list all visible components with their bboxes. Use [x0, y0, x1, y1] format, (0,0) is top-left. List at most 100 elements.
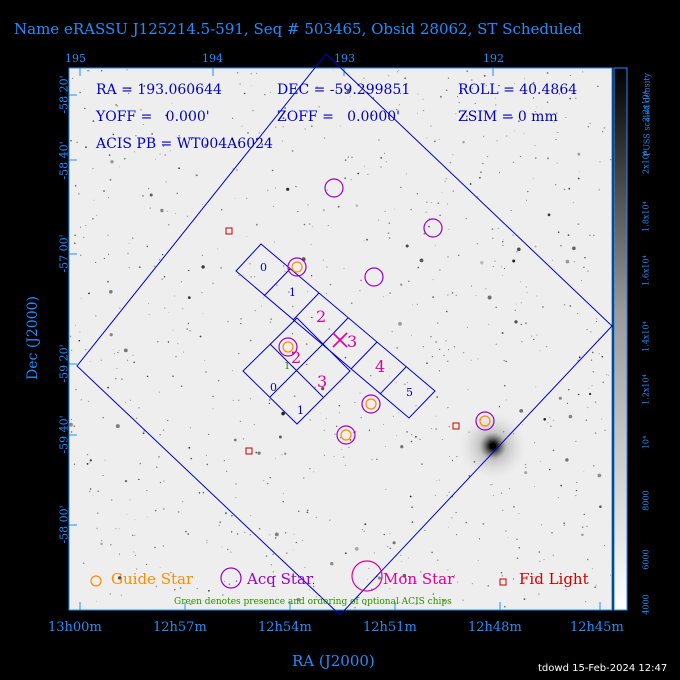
background-star [524, 78, 525, 80]
background-star [421, 463, 423, 465]
background-star [385, 161, 388, 163]
background-star [158, 258, 161, 261]
background-star [521, 341, 523, 343]
background-star [589, 234, 591, 237]
background-star [271, 169, 274, 172]
background-star [86, 463, 89, 465]
background-star [134, 578, 137, 580]
background-star [80, 399, 83, 401]
background-star [244, 531, 246, 534]
background-star [563, 304, 566, 306]
background-star [558, 396, 562, 400]
background-star [539, 560, 541, 562]
background-star [535, 106, 537, 108]
background-star [407, 557, 409, 559]
background-star [364, 603, 367, 606]
left-tick-label: -57 00' [57, 234, 71, 273]
background-star [121, 378, 123, 380]
background-star [70, 431, 73, 433]
background-star [471, 87, 473, 90]
background-star [436, 396, 439, 398]
background-star [258, 527, 261, 530]
background-star [116, 367, 118, 369]
background-star [168, 224, 170, 226]
background-star [345, 552, 347, 554]
background-star [233, 438, 237, 442]
background-star [400, 554, 402, 556]
background-star [116, 573, 118, 574]
background-star [338, 405, 341, 407]
background-star [115, 424, 120, 429]
background-star [367, 173, 369, 175]
background-star [315, 516, 317, 519]
colorbar-tick: 1.2x10⁴ [641, 374, 651, 405]
background-star [100, 542, 103, 546]
background-star [118, 350, 120, 351]
background-star [461, 114, 463, 116]
background-star [394, 208, 395, 210]
background-star [563, 188, 566, 191]
background-star [104, 459, 106, 461]
background-star [603, 545, 605, 546]
colorbar-tick: 6000 [641, 549, 651, 570]
background-star [186, 328, 188, 330]
background-star [355, 204, 359, 208]
background-star [129, 87, 132, 90]
background-star [589, 122, 591, 124]
background-star [133, 361, 135, 364]
background-star [293, 395, 296, 397]
background-star [479, 177, 481, 179]
background-star [542, 306, 544, 308]
background-star [88, 292, 90, 295]
background-star [131, 237, 134, 239]
background-star [501, 244, 504, 247]
background-star [430, 202, 432, 204]
background-star [443, 354, 445, 357]
background-star [304, 128, 306, 130]
background-star [583, 513, 585, 515]
background-star [606, 374, 608, 376]
background-star [579, 355, 581, 357]
background-star [162, 254, 164, 256]
background-star [503, 359, 505, 362]
background-star [560, 484, 562, 487]
background-star [567, 234, 570, 236]
background-star [160, 208, 164, 213]
background-star [239, 420, 241, 422]
background-star [117, 351, 119, 354]
background-star [431, 551, 433, 554]
background-star [534, 442, 536, 444]
background-star [438, 138, 440, 140]
background-star [275, 187, 276, 189]
background-star [159, 434, 161, 436]
background-star [522, 424, 523, 426]
background-star [487, 295, 492, 300]
background-star [208, 589, 210, 592]
background-star [422, 98, 424, 100]
background-star [520, 281, 521, 283]
background-star [447, 77, 450, 79]
background-star [272, 553, 274, 556]
background-star [547, 157, 549, 160]
background-star [92, 495, 94, 496]
background-star [477, 559, 479, 561]
background-star [153, 265, 156, 268]
background-star [505, 530, 507, 532]
background-star [553, 122, 555, 124]
background-star [203, 86, 205, 88]
background-star [498, 85, 500, 87]
background-star [389, 532, 391, 534]
background-star [354, 401, 356, 404]
background-star [232, 370, 234, 372]
info-ra: RA = 193.060644 [96, 82, 222, 98]
background-star [191, 136, 193, 139]
background-star [109, 333, 113, 337]
background-star [274, 537, 277, 539]
chip-label: 1 [289, 286, 296, 299]
background-star [335, 89, 337, 91]
background-star [281, 411, 285, 416]
background-star [236, 72, 239, 74]
background-star [455, 113, 457, 115]
background-star [482, 163, 484, 165]
background-star [477, 196, 479, 198]
